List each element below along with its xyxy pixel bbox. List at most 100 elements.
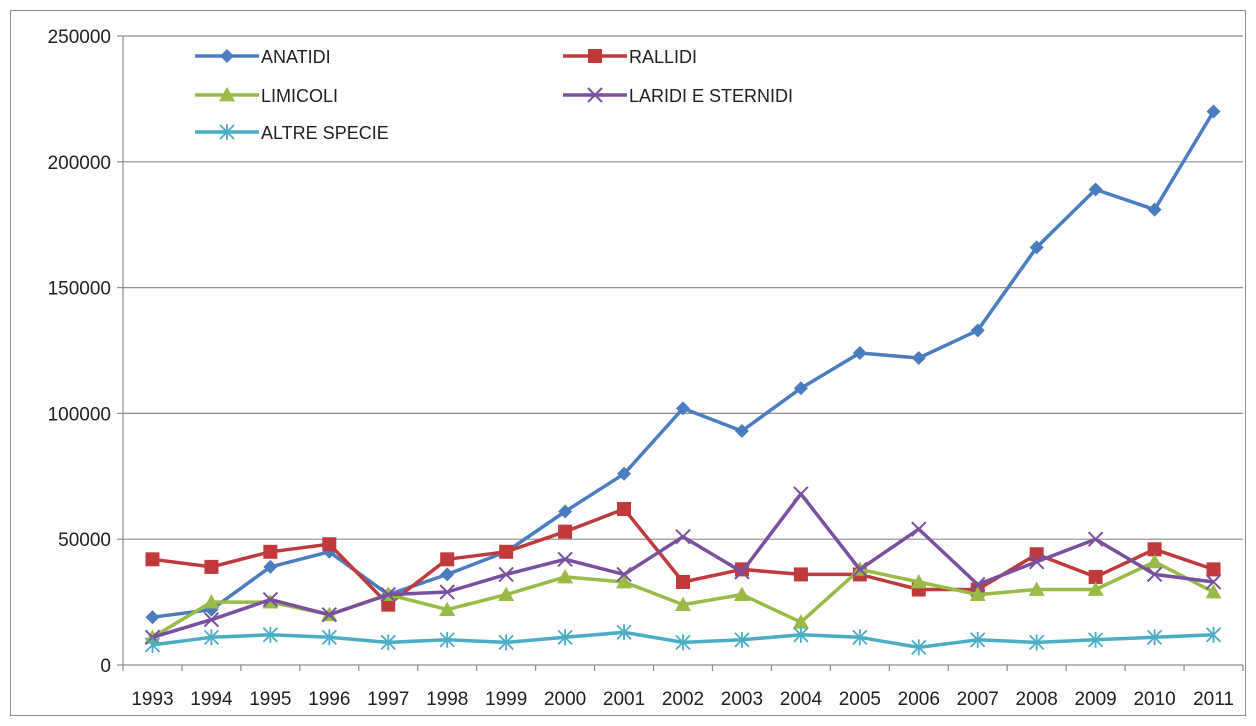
gridlines bbox=[123, 35, 1243, 540]
data-point bbox=[970, 631, 986, 648]
data-point bbox=[734, 424, 749, 439]
x-tick-label: 1994 bbox=[190, 689, 233, 710]
data-point bbox=[910, 573, 927, 589]
series-layer bbox=[144, 104, 1222, 656]
data-point bbox=[558, 524, 573, 539]
data-point bbox=[262, 626, 279, 643]
data-point bbox=[676, 401, 690, 416]
x-tick-label: 2005 bbox=[839, 689, 881, 710]
data-point bbox=[1087, 531, 1104, 547]
data-point bbox=[144, 636, 161, 653]
data-point bbox=[793, 626, 809, 643]
data-point bbox=[1206, 104, 1221, 119]
data-point bbox=[1146, 566, 1163, 583]
data-point bbox=[911, 351, 926, 366]
data-point bbox=[381, 597, 396, 612]
legend-item: ANATIDI bbox=[195, 47, 331, 67]
series-rallidi bbox=[145, 502, 1221, 612]
x-tick-label: 2009 bbox=[1074, 689, 1116, 710]
data-point bbox=[557, 568, 574, 584]
series-altre-specie bbox=[144, 624, 1222, 656]
data-point bbox=[439, 631, 455, 648]
data-point bbox=[1088, 569, 1103, 584]
legend-label: LARIDI E STERNIDI bbox=[629, 86, 793, 106]
legend-item: RALLIDI bbox=[563, 47, 697, 67]
data-point bbox=[498, 634, 514, 651]
data-point bbox=[1206, 562, 1221, 577]
legend-label: RALLIDI bbox=[629, 47, 697, 67]
legend: ANATIDI RALLIDI LIMICOLI LARIDI E STERNIDI A… bbox=[195, 47, 793, 143]
x-tick-label: 2003 bbox=[721, 689, 763, 710]
legend-marker bbox=[587, 87, 603, 103]
data-point bbox=[439, 584, 455, 600]
data-point bbox=[793, 567, 808, 582]
data-point bbox=[969, 586, 986, 601]
data-point bbox=[1205, 584, 1222, 599]
data-point bbox=[498, 566, 514, 583]
legend-marker bbox=[219, 87, 235, 102]
series-laridi-e-sternidi bbox=[144, 486, 1222, 646]
x-tick-label: 1996 bbox=[308, 689, 350, 710]
data-point bbox=[793, 486, 809, 502]
data-point bbox=[440, 567, 455, 582]
data-point bbox=[263, 544, 278, 559]
x-tick-label: 2008 bbox=[1016, 689, 1058, 710]
data-point bbox=[792, 614, 809, 629]
chart-frame bbox=[10, 10, 1246, 716]
data-point bbox=[145, 610, 160, 625]
x-tick-label: 1999 bbox=[485, 689, 527, 710]
axes bbox=[122, 36, 1243, 666]
data-point bbox=[852, 561, 868, 578]
data-point bbox=[675, 528, 691, 545]
data-point bbox=[1146, 629, 1163, 646]
data-point bbox=[675, 634, 691, 651]
legend-item: LARIDI E STERNIDI bbox=[563, 86, 793, 106]
legend-label: ALTRE SPECIE bbox=[261, 123, 389, 143]
data-point bbox=[970, 576, 986, 593]
data-point bbox=[617, 466, 632, 481]
data-point bbox=[380, 634, 396, 651]
data-point bbox=[1147, 202, 1162, 217]
y-tick-label: 100000 bbox=[48, 404, 111, 425]
x-tick-label: 2006 bbox=[898, 689, 940, 710]
data-point bbox=[733, 586, 750, 601]
x-tick-label: 2000 bbox=[544, 689, 586, 710]
data-point bbox=[734, 564, 750, 580]
series-line bbox=[151, 492, 1214, 639]
data-point bbox=[440, 552, 455, 567]
data-point bbox=[616, 573, 633, 589]
data-point bbox=[439, 601, 456, 617]
x-tick-label: 2002 bbox=[662, 689, 704, 710]
x-tick-label: 1998 bbox=[426, 689, 468, 710]
data-point bbox=[321, 606, 338, 623]
x-tick-label: 2004 bbox=[780, 689, 823, 710]
data-point bbox=[676, 574, 690, 589]
y-tick-label: 150000 bbox=[48, 279, 111, 300]
data-point bbox=[616, 624, 632, 641]
data-point bbox=[616, 566, 632, 583]
y-tick-label: 200000 bbox=[48, 153, 111, 174]
data-point bbox=[262, 591, 279, 608]
data-point bbox=[1205, 574, 1222, 590]
data-point bbox=[911, 521, 927, 537]
data-point bbox=[1088, 182, 1103, 197]
data-point bbox=[1029, 634, 1045, 651]
data-point bbox=[852, 346, 867, 361]
data-point bbox=[1146, 553, 1163, 569]
data-point bbox=[675, 596, 691, 612]
x-axis-ticks: 1993 1994 1995 1996 1997 1998 1999 2000 2001 2002… bbox=[122, 665, 1244, 710]
data-point bbox=[1087, 581, 1104, 596]
data-point bbox=[1087, 631, 1104, 648]
data-point bbox=[734, 631, 750, 648]
data-point bbox=[204, 559, 219, 574]
data-point bbox=[1205, 626, 1222, 643]
data-point bbox=[911, 639, 927, 656]
data-point bbox=[970, 323, 985, 338]
y-tick-label: 50000 bbox=[58, 530, 111, 551]
x-tick-label: 1993 bbox=[131, 689, 173, 710]
x-tick-label: 1997 bbox=[367, 689, 409, 710]
legend-marker bbox=[220, 49, 234, 63]
data-point bbox=[203, 612, 220, 628]
data-point bbox=[557, 551, 573, 568]
